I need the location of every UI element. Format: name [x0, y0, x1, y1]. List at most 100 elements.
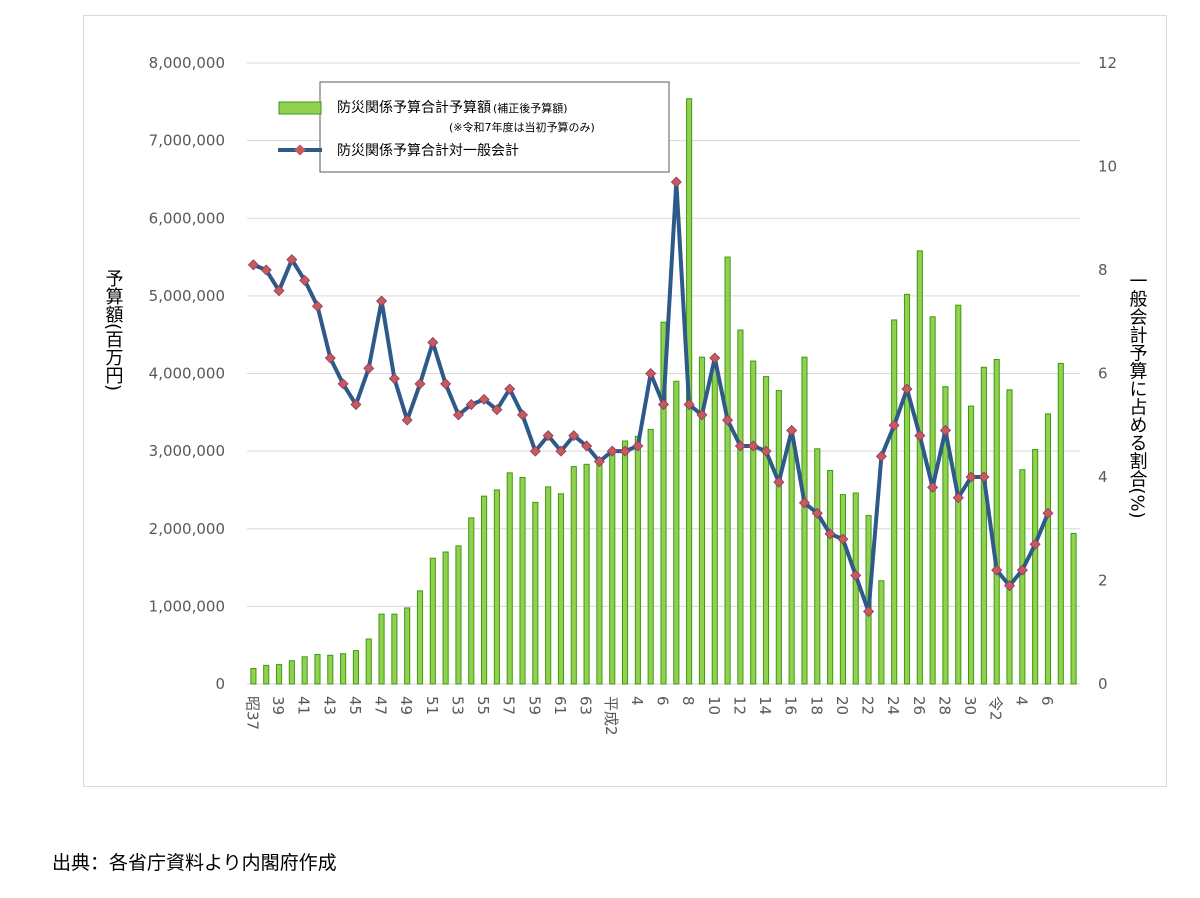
- line-marker: [593, 455, 605, 467]
- legend-bar-label: 防災関係予算合計予算額 (補正後予算額): [337, 100, 568, 116]
- line-marker: [452, 409, 464, 421]
- x-tick-label: 6: [654, 696, 672, 706]
- left-axis-ticks: 0 1,000,000 2,000,000 3,000,000 4,000,000 5,0…: [149, 54, 225, 693]
- bar: [634, 435, 641, 685]
- bar: [365, 638, 372, 685]
- bar: [660, 321, 667, 685]
- line-marker: [401, 414, 413, 426]
- y-tick-label: 5,000,000: [149, 287, 225, 305]
- line-marker: [722, 414, 734, 426]
- line-marker: [376, 295, 388, 307]
- line-marker: [863, 606, 875, 618]
- line-marker: [299, 274, 311, 286]
- bar: [429, 557, 436, 685]
- bar: [891, 319, 898, 685]
- y2-tick-label: 0: [1098, 675, 1108, 693]
- bar: [980, 366, 987, 685]
- bar: [750, 360, 757, 685]
- line-markers: [247, 176, 1054, 618]
- x-tick-label: 令2: [987, 696, 1005, 721]
- x-tick-label: 4: [1012, 696, 1030, 706]
- line-marker: [734, 440, 746, 452]
- y2-tick-label: 8: [1098, 261, 1108, 279]
- bar: [1044, 413, 1052, 685]
- x-tick-label: 61: [551, 696, 569, 715]
- y-tick-label: 8,000,000: [149, 54, 225, 72]
- line-marker: [798, 497, 810, 509]
- line-marker: [875, 450, 887, 462]
- bar: [647, 428, 654, 685]
- y2-tick-label: 12: [1098, 54, 1117, 72]
- bar: [404, 607, 411, 685]
- x-tick-label: 47: [372, 696, 390, 715]
- line-marker: [888, 419, 900, 431]
- line-marker: [1003, 580, 1016, 592]
- bar: [737, 329, 744, 685]
- bar: [352, 650, 359, 685]
- bar: [903, 293, 911, 685]
- line-marker: [939, 424, 951, 436]
- bar: [506, 472, 513, 685]
- line-marker: [504, 383, 516, 395]
- bar: [442, 551, 449, 685]
- line-marker: [350, 399, 362, 411]
- line-marker: [1042, 507, 1054, 519]
- x-tick-label: 10: [705, 696, 723, 715]
- x-tick-label: 57: [500, 696, 518, 715]
- bar: [468, 517, 475, 685]
- bar: [340, 653, 347, 685]
- x-axis-ticks: 昭37 39 41 43 45 47 49 51 53 55 57 59 61 63 平成2 4 6 8 10 12 1…: [243, 696, 1056, 736]
- bar: [1070, 532, 1077, 685]
- bar: [1032, 449, 1039, 685]
- bar: [942, 386, 949, 685]
- line-marker: [786, 424, 798, 436]
- line-marker: [388, 373, 400, 385]
- line-marker: [247, 259, 259, 271]
- bar: [532, 501, 539, 685]
- bar: [481, 495, 488, 685]
- bar: [378, 613, 385, 685]
- line-marker: [337, 378, 349, 390]
- bar: [250, 667, 257, 685]
- line-marker: [645, 367, 657, 380]
- x-tick-label: 41: [295, 696, 313, 715]
- bar: [801, 356, 808, 685]
- line-marker: [517, 409, 529, 421]
- line-marker: [324, 352, 336, 364]
- bar: [814, 448, 821, 685]
- gridlines: [247, 62, 1080, 685]
- bar: [698, 356, 706, 685]
- bar: [775, 390, 782, 685]
- line-marker: [901, 383, 913, 395]
- x-tick-label: 16: [782, 696, 800, 715]
- bar: [916, 250, 923, 685]
- x-tick-label: 28: [935, 696, 953, 715]
- line-marker: [824, 528, 836, 540]
- x-tick-label: 53: [448, 696, 466, 715]
- bar: [416, 590, 424, 685]
- line-marker: [965, 471, 977, 483]
- x-tick-label: 43: [320, 696, 338, 715]
- y-tick-label: 0: [215, 675, 225, 693]
- line-marker: [414, 378, 426, 390]
- bar: [993, 359, 1000, 685]
- line-marker: [363, 362, 375, 374]
- bar: [839, 494, 846, 685]
- bar: [724, 256, 731, 685]
- x-tick-label: 平成2: [602, 696, 620, 736]
- line-marker: [670, 176, 682, 188]
- bar: [929, 316, 936, 685]
- bar: [493, 489, 500, 685]
- bar: [1019, 469, 1026, 685]
- x-tick-label: 6: [1038, 696, 1056, 706]
- line-marker: [760, 445, 772, 457]
- line-marker: [273, 285, 285, 297]
- y2-tick-label: 10: [1098, 158, 1117, 176]
- left-axis-title: 予算額(百万円): [103, 269, 124, 391]
- x-tick-label: 39: [269, 696, 287, 715]
- line-marker: [1029, 538, 1041, 550]
- bar: [827, 470, 834, 685]
- y2-tick-label: 6: [1098, 365, 1108, 383]
- line-marker: [542, 430, 554, 442]
